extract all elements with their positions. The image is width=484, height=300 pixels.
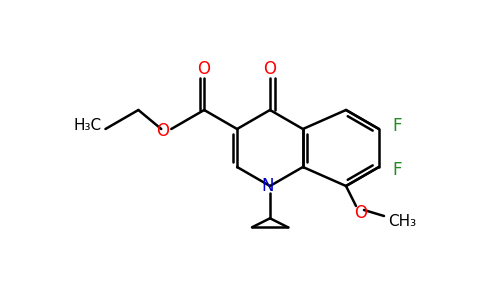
- Text: O: O: [354, 204, 367, 222]
- Text: O: O: [263, 60, 276, 78]
- Text: CH₃: CH₃: [388, 214, 416, 230]
- Text: N: N: [262, 177, 274, 195]
- Text: O: O: [197, 60, 210, 78]
- Text: O: O: [156, 122, 169, 140]
- Text: F: F: [392, 117, 402, 135]
- Text: H₃C: H₃C: [74, 118, 102, 134]
- Text: F: F: [392, 161, 402, 179]
